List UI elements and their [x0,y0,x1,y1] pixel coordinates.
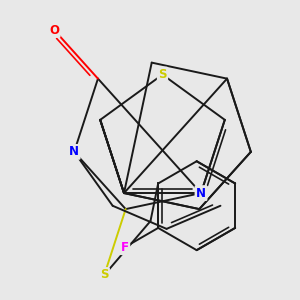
Text: S: S [158,68,167,81]
Text: N: N [69,146,79,158]
Text: S: S [100,268,109,281]
Text: N: N [196,187,206,200]
Text: O: O [49,23,59,37]
Text: F: F [121,241,129,254]
